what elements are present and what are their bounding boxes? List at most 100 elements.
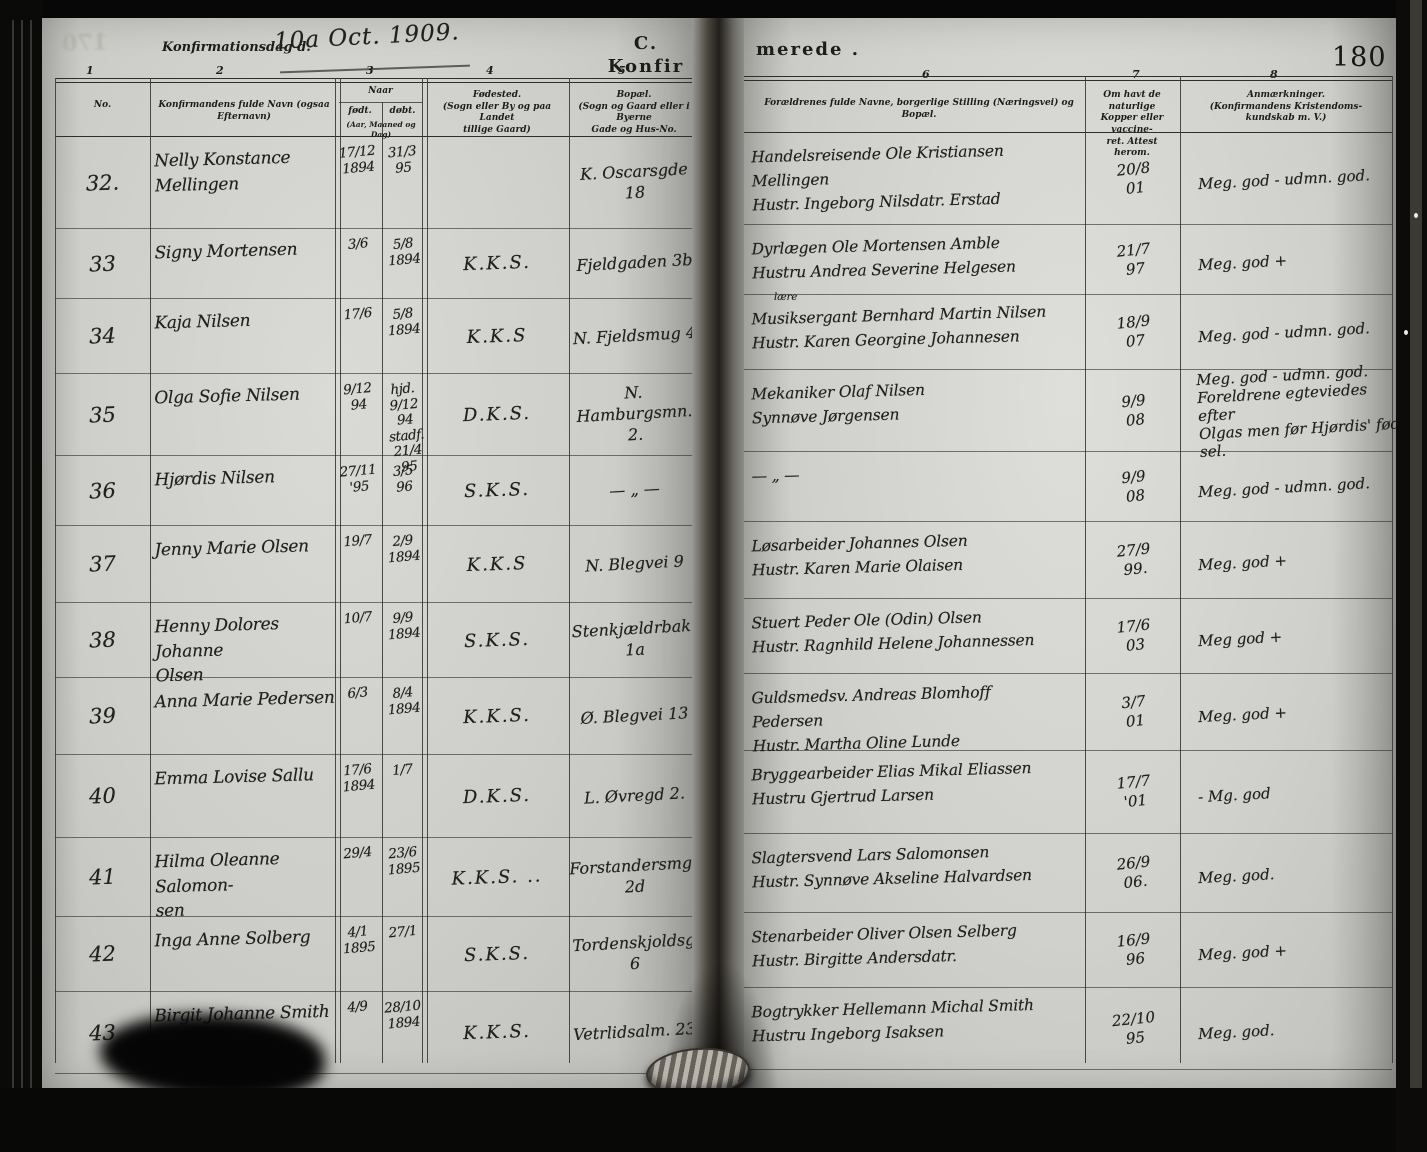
birthplace: D.K.S.: [462, 402, 532, 427]
confirmation-day-label: Konfirmationsdag d.: [162, 40, 311, 55]
dust-speck: [1414, 213, 1418, 218]
birthplace: S.K.S.: [463, 628, 531, 652]
rows-left: 32. Nelly Konstance Mellingen 17/12 1894…: [55, 135, 699, 1074]
residence: N. Fjeldsmug 4: [572, 322, 697, 348]
baptism-date: 5/8 1894: [387, 305, 421, 339]
clip-shadow: [100, 1014, 325, 1100]
confirmand-name: Nelly Konstance Mellingen: [154, 147, 291, 197]
birthplace: K.K.S.: [462, 704, 532, 728]
header-no: No.: [93, 100, 112, 110]
row-number: 33: [88, 251, 117, 276]
baptism-date: 8/4 1894: [387, 684, 421, 718]
vaccination-date: 16/9 96: [1115, 929, 1152, 969]
register-row-left: 33 Signy Mortensen 3/6 5/8 1894 K.K.S. F…: [55, 229, 698, 299]
register-row-right: Løsarbeider Johannes Olsen Hustr. Karen …: [744, 522, 1392, 599]
remarks: Meg. god - udmn. god.: [1197, 165, 1371, 193]
birthplace: K.K.S.: [462, 251, 532, 276]
birth-date: 27/11 '95: [339, 461, 377, 496]
birthplace: S.K.S.: [463, 942, 531, 966]
register-row-right: Stuert Peder Ole (Odin) Olsen Hustr. Rag…: [744, 599, 1392, 674]
birth-date: 3/6: [347, 235, 369, 253]
header-parents: Forældrenes fulde Navne, borgerlige Stil…: [764, 98, 1074, 120]
confirmand-name: Olga Sofie Nilsen: [154, 384, 300, 409]
remarks: Meg. god +: [1197, 941, 1288, 965]
birth-date: 17/12 1894: [338, 142, 376, 177]
register-row-left: 36 Hjørdis Nilsen 27/11 '95 3/5 96 S.K.S…: [55, 456, 698, 526]
vaccination-date: 27/9 99.: [1115, 539, 1152, 580]
residence: — „ —: [608, 478, 661, 501]
row-number: 37: [88, 551, 117, 577]
remarks: - Mg. god: [1197, 784, 1272, 807]
row-number: 32.: [85, 169, 120, 196]
remarks: Meg. god - udmn. god.: [1197, 473, 1371, 501]
column-number-7: 7: [1132, 68, 1140, 81]
parents-names: Bogtrykker Hellemann Michal Smith Hustru…: [751, 995, 1035, 1046]
photo-border-bottom: [0, 1088, 1427, 1152]
table-rule: [55, 78, 57, 1063]
residence: K. Oscarsgde 18: [579, 158, 689, 203]
page-number: 180: [1332, 42, 1387, 73]
register-row-left: 37 Jenny Marie Olsen 19/7 2/9 1894 K.K.S…: [55, 526, 698, 603]
register-row-right: Bogtrykker Hellemann Michal Smith Hustru…: [744, 988, 1392, 1070]
photo-border-top: [0, 0, 1427, 18]
table-rule: [339, 102, 422, 103]
row-number: 36: [88, 478, 117, 503]
row-number: 40: [88, 783, 117, 809]
birthplace: [424, 135, 569, 231]
birth-date: 6/3: [346, 684, 369, 702]
residence: Fjeldgaden 3b: [575, 250, 693, 276]
birth-date: 10/7: [342, 608, 373, 628]
baptism-date: 3/5 96: [392, 462, 414, 496]
register-row-right: Mekaniker Olaf Nilsen Synnøve Jørgensen …: [744, 362, 1406, 461]
row-number: 35: [88, 402, 117, 427]
dust-speck: [1404, 330, 1408, 335]
column-number-1: 1: [86, 64, 94, 77]
row-number: 41: [88, 864, 117, 890]
register-row-left: 38 Henny Dolores Johanne Olsen 10/7 9/9 …: [55, 603, 698, 687]
baptism-date: 28/10 1894: [383, 997, 422, 1032]
header-remarks: Anmærkninger. (Konfirmandens Kristendoms…: [1209, 90, 1363, 124]
table-rule: [1085, 76, 1087, 1063]
baptism-date: 9/9 1894: [387, 609, 421, 643]
birthplace: K.K.S. ..: [451, 864, 543, 890]
baptism-date: 23/6 1895: [387, 843, 421, 878]
header-naar: Naar: [368, 86, 393, 96]
residence: N. Blegvei 9: [584, 551, 685, 576]
remarks: Meg. god +: [1197, 703, 1288, 727]
inserted-word: lære: [774, 292, 798, 303]
row-number: 39: [88, 703, 117, 729]
baptism-date: hjd. 9/12 94 stadf. 21/4 95: [388, 380, 425, 476]
page-stack-edge: [30, 20, 32, 1110]
register-row-left: 40 Emma Lovise Sallu 17/6 1894 1/7 D.K.S…: [55, 755, 698, 838]
birthplace: D.K.S.: [462, 784, 532, 808]
residence: Stenkjældrbak. 1a: [571, 615, 697, 660]
table-rule: [55, 136, 698, 138]
register-row-left: 35 Olga Sofie Nilsen 9/12 94 hjd. 9/12 9…: [55, 374, 698, 475]
page-stack-edge: [12, 20, 14, 1110]
table-rule: [382, 102, 384, 1063]
table-rule: [335, 78, 341, 1063]
residence: N. Hamburgsmn. 2.: [576, 382, 693, 445]
vaccination-date: 17/6 03: [1115, 615, 1152, 655]
table-rule: [422, 78, 428, 1063]
register-row-left: 34 Kaja Nilsen 17/6 5/8 1894 K.K.S N. Fj…: [55, 299, 698, 374]
section-title-right: merede .: [756, 39, 861, 60]
register-row-right: Stenarbeider Oliver Olsen Selberg Hustr.…: [744, 913, 1392, 988]
baptism-date: 2/9 1894: [387, 532, 421, 566]
remarks: Meg god +: [1197, 627, 1283, 651]
register-row-right: Bryggearbeider Elias Mikal Eliassen Hust…: [744, 751, 1392, 834]
baptism-date: 5/8 1894: [387, 235, 422, 269]
header-vaccinated: Om havt de naturlige Kopper eller vaccin…: [1100, 90, 1164, 159]
remarks: Meg. god +: [1197, 250, 1288, 274]
header-baptized: døbt.: [389, 106, 416, 116]
column-number-3: 3: [366, 64, 374, 77]
vaccination-date: 17/7 '01: [1115, 771, 1152, 812]
residence: L. Øvregd 2.: [583, 782, 686, 808]
vaccination-date: 21/7 97: [1115, 239, 1152, 279]
birth-date: 4/1 1895: [342, 923, 376, 957]
table-rule: [55, 78, 698, 80]
birth-date: 29/4: [342, 843, 373, 863]
vaccination-date: 26/9 06.: [1115, 852, 1152, 893]
rows-right: Handelsreisende Ole Kristiansen Mellinge…: [744, 133, 1406, 1070]
register-row-left: 43 Birgit Johanne Smith 4/9 28/10 1894 K…: [55, 992, 698, 1074]
